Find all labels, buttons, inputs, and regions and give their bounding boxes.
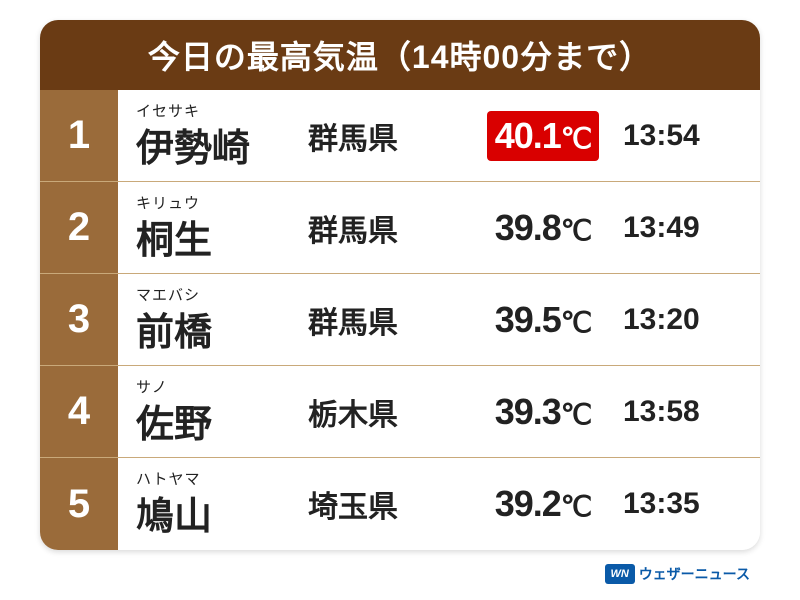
table-row: 1イセサキ伊勢崎群馬県 40.1℃ 13:54 bbox=[40, 90, 760, 182]
temp-unit: ℃ bbox=[561, 399, 592, 430]
city-name: 佐野 bbox=[136, 393, 308, 448]
card-title: 今日の最高気温（14時00分まで） bbox=[40, 20, 760, 90]
temperature-cell: 39.2℃ bbox=[463, 479, 623, 529]
temp-number: 39.5 bbox=[495, 299, 561, 340]
temp-number: 39.8 bbox=[495, 207, 561, 248]
prefecture-cell: 栃木県 bbox=[308, 390, 463, 434]
temp-unit: ℃ bbox=[561, 123, 592, 154]
city-name: 桐生 bbox=[136, 209, 308, 264]
rank-cell: 5 bbox=[40, 458, 118, 550]
city-cell: ハトヤマ鳩山 bbox=[118, 468, 308, 540]
temp-number: 39.2 bbox=[495, 483, 561, 524]
rank-cell: 3 bbox=[40, 274, 118, 365]
temperature-value: 39.2℃ bbox=[487, 479, 600, 529]
table-row: 5ハトヤマ鳩山埼玉県 39.2℃ 13:35 bbox=[40, 458, 760, 550]
city-name: 伊勢崎 bbox=[136, 117, 308, 172]
temperature-cell: 40.1℃ bbox=[463, 111, 623, 161]
city-name: 前橋 bbox=[136, 301, 308, 356]
time-cell: 13:49 bbox=[623, 211, 753, 245]
temperature-cell: 39.5℃ bbox=[463, 295, 623, 345]
table-row: 2キリュウ桐生群馬県 39.8℃ 13:49 bbox=[40, 182, 760, 274]
weathernews-logo: WN ウェザーニュース bbox=[605, 564, 750, 584]
ranking-rows: 1イセサキ伊勢崎群馬県40.1℃13:542キリュウ桐生群馬県39.8℃13:4… bbox=[40, 90, 760, 550]
prefecture-cell: 群馬県 bbox=[308, 298, 463, 342]
temperature-value: 40.1℃ bbox=[487, 111, 600, 161]
rank-cell: 1 bbox=[40, 90, 118, 181]
logo-text: ウェザーニュース bbox=[639, 564, 750, 584]
time-cell: 13:58 bbox=[623, 395, 753, 429]
city-cell: キリュウ桐生 bbox=[118, 192, 308, 264]
temperature-cell: 39.3℃ bbox=[463, 387, 623, 437]
city-cell: サノ佐野 bbox=[118, 376, 308, 448]
time-cell: 13:54 bbox=[623, 119, 753, 153]
temp-number: 39.3 bbox=[495, 391, 561, 432]
prefecture-cell: 群馬県 bbox=[308, 114, 463, 158]
rank-cell: 2 bbox=[40, 182, 118, 273]
temp-unit: ℃ bbox=[561, 215, 592, 246]
city-cell: マエバシ前橋 bbox=[118, 284, 308, 356]
table-row: 3マエバシ前橋群馬県 39.5℃ 13:20 bbox=[40, 274, 760, 366]
temperature-ranking-card: 今日の最高気温（14時00分まで） 1イセサキ伊勢崎群馬県40.1℃13:542… bbox=[40, 20, 760, 550]
temperature-value: 39.3℃ bbox=[487, 387, 600, 437]
prefecture-cell: 群馬県 bbox=[308, 206, 463, 250]
time-cell: 13:35 bbox=[623, 487, 753, 521]
temp-unit: ℃ bbox=[561, 307, 592, 338]
city-cell: イセサキ伊勢崎 bbox=[118, 100, 308, 172]
temperature-value: 39.8℃ bbox=[487, 203, 600, 253]
time-cell: 13:20 bbox=[623, 303, 753, 337]
table-row: 4サノ佐野栃木県 39.3℃ 13:58 bbox=[40, 366, 760, 458]
city-name: 鳩山 bbox=[136, 485, 308, 540]
temp-number: 40.1 bbox=[495, 115, 561, 156]
temperature-value: 39.5℃ bbox=[487, 295, 600, 345]
prefecture-cell: 埼玉県 bbox=[308, 482, 463, 526]
temp-unit: ℃ bbox=[561, 491, 592, 522]
logo-badge: WN bbox=[605, 564, 635, 584]
temperature-cell: 39.8℃ bbox=[463, 203, 623, 253]
rank-cell: 4 bbox=[40, 366, 118, 457]
